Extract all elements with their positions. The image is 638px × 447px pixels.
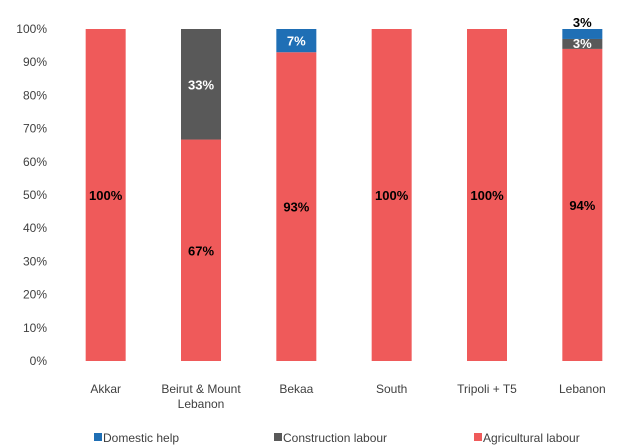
bars bbox=[85, 29, 603, 362]
legend-swatch bbox=[474, 433, 482, 441]
bar-segment bbox=[371, 29, 412, 361]
x-category-label: South bbox=[376, 382, 407, 396]
legend-label: Agricultural labour bbox=[483, 431, 580, 445]
y-tick-label: 40% bbox=[23, 221, 47, 235]
data-label: 3% bbox=[573, 36, 592, 51]
bar-segment bbox=[276, 29, 317, 53]
y-tick-label: 70% bbox=[23, 122, 47, 136]
data-label: 93% bbox=[283, 200, 309, 215]
x-category-label: Bekaa bbox=[279, 382, 313, 396]
legend: Domestic help Construction labour Agricult… bbox=[94, 431, 580, 445]
data-label: 100% bbox=[89, 188, 123, 203]
legend-label: Domestic help bbox=[103, 431, 179, 445]
y-axis: 0% 10% 20% 30% 40% 50% 60% 70% 80% 90% 100% bbox=[16, 22, 47, 368]
data-label: 33% bbox=[188, 77, 214, 92]
data-label: 100% bbox=[470, 188, 504, 203]
y-tick-label: 80% bbox=[23, 88, 47, 102]
data-labels: 100% 67% 33% 93% 7% 100% 100% 94% 3% 3% bbox=[89, 15, 596, 258]
y-tick-label: 90% bbox=[23, 55, 47, 69]
y-tick-label: 30% bbox=[23, 254, 47, 268]
x-axis: Akkar Beirut & Mount Lebanon Bekaa South Trip… bbox=[90, 382, 605, 411]
bar-segment bbox=[467, 29, 507, 361]
x-category-label: Beirut & Mount Lebanon bbox=[161, 382, 241, 411]
legend-label: Construction labour bbox=[283, 431, 387, 445]
bar-segment bbox=[85, 29, 126, 361]
x-category-label: Akkar bbox=[90, 382, 121, 396]
bar-segment bbox=[181, 29, 221, 140]
bar-segment bbox=[181, 139, 221, 361]
legend-item: Domestic help bbox=[94, 431, 179, 445]
x-category-label: Lebanon bbox=[559, 382, 606, 396]
legend-item: Agricultural labour bbox=[474, 431, 580, 445]
y-tick-label: 20% bbox=[23, 288, 47, 302]
y-tick-label: 100% bbox=[16, 22, 47, 36]
y-tick-label: 60% bbox=[23, 155, 47, 169]
bar-segment bbox=[562, 38, 603, 49]
y-tick-label: 0% bbox=[30, 354, 48, 368]
legend-swatch bbox=[274, 433, 282, 441]
data-label: 3% bbox=[573, 15, 592, 30]
bar-segment bbox=[276, 52, 317, 362]
data-label: 67% bbox=[188, 243, 214, 258]
data-label: 7% bbox=[287, 34, 306, 49]
data-label: 100% bbox=[375, 188, 409, 203]
data-label: 94% bbox=[569, 198, 595, 213]
y-tick-label: 10% bbox=[23, 321, 47, 335]
y-tick-label: 50% bbox=[23, 188, 47, 202]
bar-segment bbox=[562, 29, 603, 39]
legend-swatch bbox=[94, 433, 102, 441]
bar-segment bbox=[562, 48, 603, 362]
x-category-label: Tripoli + T5 bbox=[457, 382, 517, 396]
legend-item: Construction labour bbox=[274, 431, 387, 445]
